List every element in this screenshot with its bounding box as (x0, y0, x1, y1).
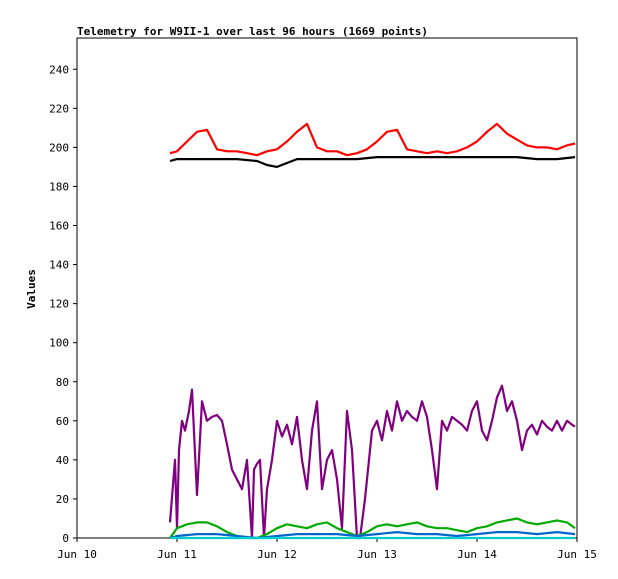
y-tick-label: 160 (49, 220, 69, 233)
y-tick-label: 40 (56, 454, 69, 467)
series-line-1 (169, 156, 576, 168)
x-tick-label: Jun 11 (157, 548, 197, 561)
x-tick-label: Jun 10 (57, 548, 97, 561)
y-tick-label: 100 (49, 337, 69, 350)
series-line-4 (169, 530, 576, 540)
y-tick-label: 60 (56, 415, 69, 428)
x-axis: Jun 10 Jun 11 Jun 12 Jun 13 Jun 14 Jun 15 (57, 538, 597, 561)
y-tick-label: 240 (49, 63, 69, 76)
y-tick-label: 0 (62, 532, 69, 545)
y-axis: 0 20 40 60 80 100 120 140 160 180 200 220 240 (49, 63, 77, 545)
y-tick-label: 20 (56, 493, 69, 506)
y-tick-label: 200 (49, 141, 69, 154)
x-tick-label: Jun 13 (357, 548, 397, 561)
x-tick-label: Jun 14 (457, 548, 497, 561)
y-tick-label: 140 (49, 259, 69, 272)
y-tick-label: 120 (49, 298, 69, 311)
y-tick-label: 220 (49, 102, 69, 115)
series-line-2 (168, 384, 576, 540)
x-tick-label: Jun 12 (257, 548, 297, 561)
y-tick-label: 80 (56, 376, 69, 389)
chart-title: Telemetry for W9II-1 over last 96 hours … (77, 25, 428, 38)
y-axis-label: Values (25, 269, 38, 309)
series-line-0 (169, 122, 576, 157)
x-tick-label: Jun 15 (557, 548, 597, 561)
y-tick-label: 180 (49, 180, 69, 193)
series-layer (168, 122, 576, 540)
